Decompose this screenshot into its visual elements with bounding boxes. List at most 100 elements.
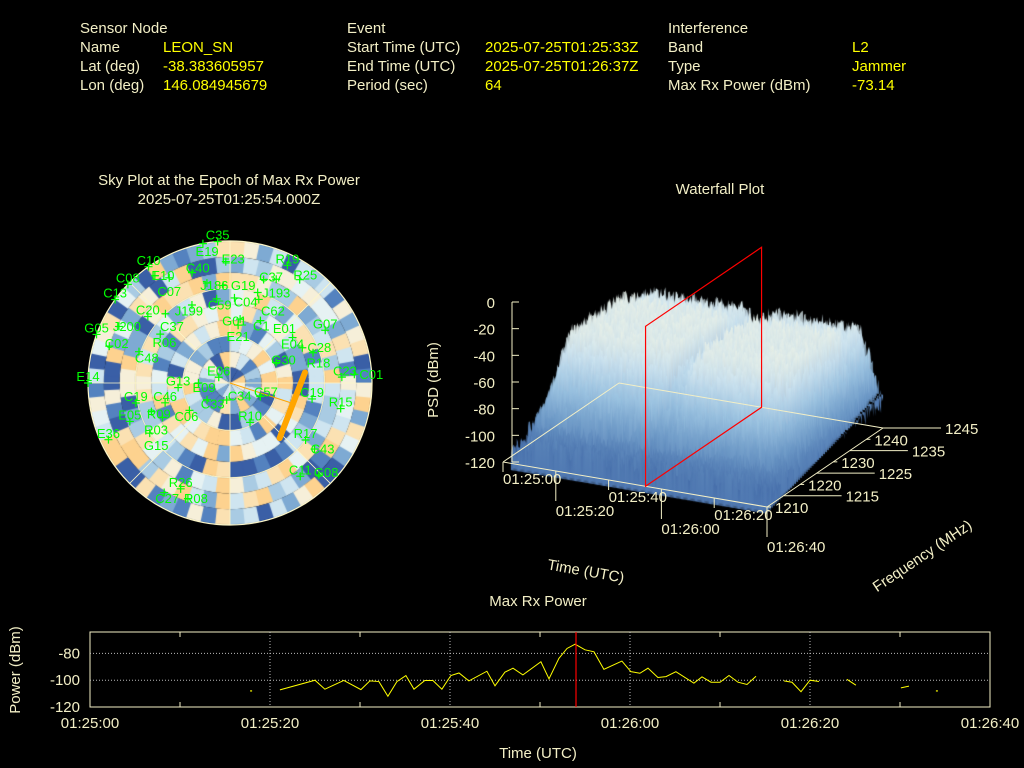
satellite-label: R26 bbox=[169, 475, 193, 490]
time-axis-label: Time (UTC) bbox=[546, 556, 626, 586]
satellite-label: R08 bbox=[184, 491, 208, 506]
jammer-track-line bbox=[276, 369, 308, 442]
satellite-label: G19 bbox=[231, 278, 256, 293]
psd-tick-label: -80 bbox=[473, 402, 495, 419]
type-value: Jammer bbox=[852, 58, 907, 75]
satellite-marker-icon bbox=[114, 322, 123, 331]
satellite-label: C48 bbox=[135, 350, 159, 365]
satellite-label: E09 bbox=[193, 380, 216, 395]
x-tick-label: 01:25:40 bbox=[421, 715, 479, 732]
satellite-label: G08 bbox=[314, 465, 339, 480]
satellite-marker-icon bbox=[134, 347, 143, 356]
lat-value: -38.383605957 bbox=[163, 58, 264, 75]
satellite-label: R10 bbox=[238, 408, 262, 423]
power-series-line bbox=[783, 679, 820, 693]
lat-label: Lat (deg) bbox=[80, 58, 141, 75]
satellite-e23: E23 bbox=[222, 252, 245, 267]
satellite-marker-icon bbox=[198, 239, 207, 248]
satellite-label: C06 bbox=[174, 409, 198, 424]
period-value: 64 bbox=[485, 77, 502, 94]
satellite-r26: R26 bbox=[169, 475, 193, 493]
satellite-e01: E01 bbox=[256, 316, 296, 336]
satellite-label: R25 bbox=[293, 268, 317, 283]
satellite-marker-icon bbox=[314, 470, 323, 479]
satellite-marker-icon bbox=[272, 358, 281, 367]
satellite-marker-icon bbox=[123, 280, 132, 289]
psd-tick-label: -60 bbox=[473, 375, 495, 392]
satellite-label: C04 bbox=[234, 295, 258, 310]
satellite-marker-icon bbox=[236, 315, 245, 324]
lon-value: 146.084945679 bbox=[163, 77, 268, 94]
satellite-c62: C62 bbox=[254, 295, 285, 318]
chart-frame bbox=[89, 631, 991, 708]
satellite-marker-icon bbox=[321, 326, 330, 335]
psd-tick-label: -100 bbox=[465, 428, 495, 445]
max-rx-power-value: -73.14 bbox=[852, 77, 895, 94]
satellite-label: C10 bbox=[137, 253, 161, 268]
sensor-node-heading: Sensor Node bbox=[80, 20, 168, 37]
end-time-value: 2025-07-25T01:26:37Z bbox=[485, 58, 639, 75]
y-tick-label: -120 bbox=[50, 699, 80, 716]
satellite-label: J199 bbox=[175, 303, 203, 318]
base-edge bbox=[618, 382, 884, 429]
satellite-label: E05 bbox=[118, 408, 141, 423]
satellite-c37: C37 bbox=[259, 270, 283, 285]
start-time-value: 2025-07-25T01:25:33Z bbox=[485, 39, 639, 56]
satellite-label: C57 bbox=[254, 384, 278, 399]
sky-plot-title: Sky Plot at the Epoch of Max Rx Power bbox=[98, 172, 360, 189]
satellite-g07: G07 bbox=[313, 316, 338, 335]
y-tick-label: -100 bbox=[50, 672, 80, 689]
satellite-marker-icon bbox=[144, 262, 153, 271]
satellite-label: C01 bbox=[359, 367, 383, 382]
satellite-r18: R18 bbox=[306, 348, 330, 371]
period-label: Period (sec) bbox=[347, 77, 428, 94]
satellite-marker-icon bbox=[160, 488, 169, 497]
satellite-marker-icon bbox=[309, 348, 318, 357]
satellite-r10: R10 bbox=[238, 408, 262, 427]
satellite-label: E10 bbox=[151, 268, 174, 283]
satellite-c46: C46 bbox=[153, 389, 177, 407]
satellite-marker-icon bbox=[176, 484, 185, 493]
satellite-marker-icon bbox=[336, 404, 345, 413]
satellite-e05: E05 bbox=[118, 408, 141, 426]
satellite-label: C43 bbox=[311, 442, 335, 457]
satellite-label: C19 bbox=[124, 389, 148, 404]
satellite-marker-icon bbox=[165, 273, 174, 282]
satellite-marker-icon bbox=[234, 321, 243, 330]
satellite-c1: C1 bbox=[236, 315, 270, 334]
satellite-e19: E19 bbox=[196, 239, 219, 259]
satellite-r19: R19 bbox=[275, 251, 299, 270]
satellite-label: G07 bbox=[313, 316, 338, 331]
satellite-marker-icon bbox=[214, 373, 223, 382]
satellite-label: G01 bbox=[222, 314, 247, 329]
satellite-marker-icon bbox=[272, 275, 281, 284]
satellite-marker-icon bbox=[203, 395, 212, 404]
satellite-marker-icon bbox=[308, 394, 317, 403]
satellite-c59: C59 bbox=[208, 294, 232, 312]
frequency-tick-label: 1235 bbox=[912, 444, 945, 461]
satellite-marker-icon bbox=[156, 330, 165, 339]
satellite-label: E01 bbox=[273, 321, 296, 336]
satellite-marker-icon bbox=[212, 294, 221, 303]
frequency-tick-label: 1230 bbox=[841, 455, 874, 472]
satellite-marker-icon bbox=[337, 373, 346, 382]
satellite-label: C02 bbox=[105, 336, 129, 351]
frequency-tick-label: 1210 bbox=[775, 500, 808, 517]
satellite-c23: C23 bbox=[333, 364, 357, 382]
satellite-c01: C01 bbox=[350, 367, 383, 382]
satellite-c35: C35 bbox=[206, 228, 230, 246]
azimuth-line bbox=[263, 282, 331, 350]
satellite-marker-icon bbox=[221, 257, 230, 266]
satellite-label: C27 bbox=[155, 491, 179, 506]
max-power-epoch-plane bbox=[644, 246, 763, 488]
satellite-label: J200 bbox=[113, 319, 141, 334]
satellite-marker-icon bbox=[246, 418, 255, 427]
satellite-c19: C19 bbox=[124, 389, 148, 408]
x-tick-label: 01:26:00 bbox=[601, 715, 659, 732]
satellite-c37: C37 bbox=[160, 309, 184, 334]
satellite-marker-icon bbox=[295, 275, 304, 284]
satellite-marker-icon bbox=[194, 379, 203, 387]
waterfall-axes: 0-20-40-60-80-100-12001:25:0001:25:2001:… bbox=[425, 246, 978, 596]
satellite-label: C19 bbox=[300, 385, 324, 400]
